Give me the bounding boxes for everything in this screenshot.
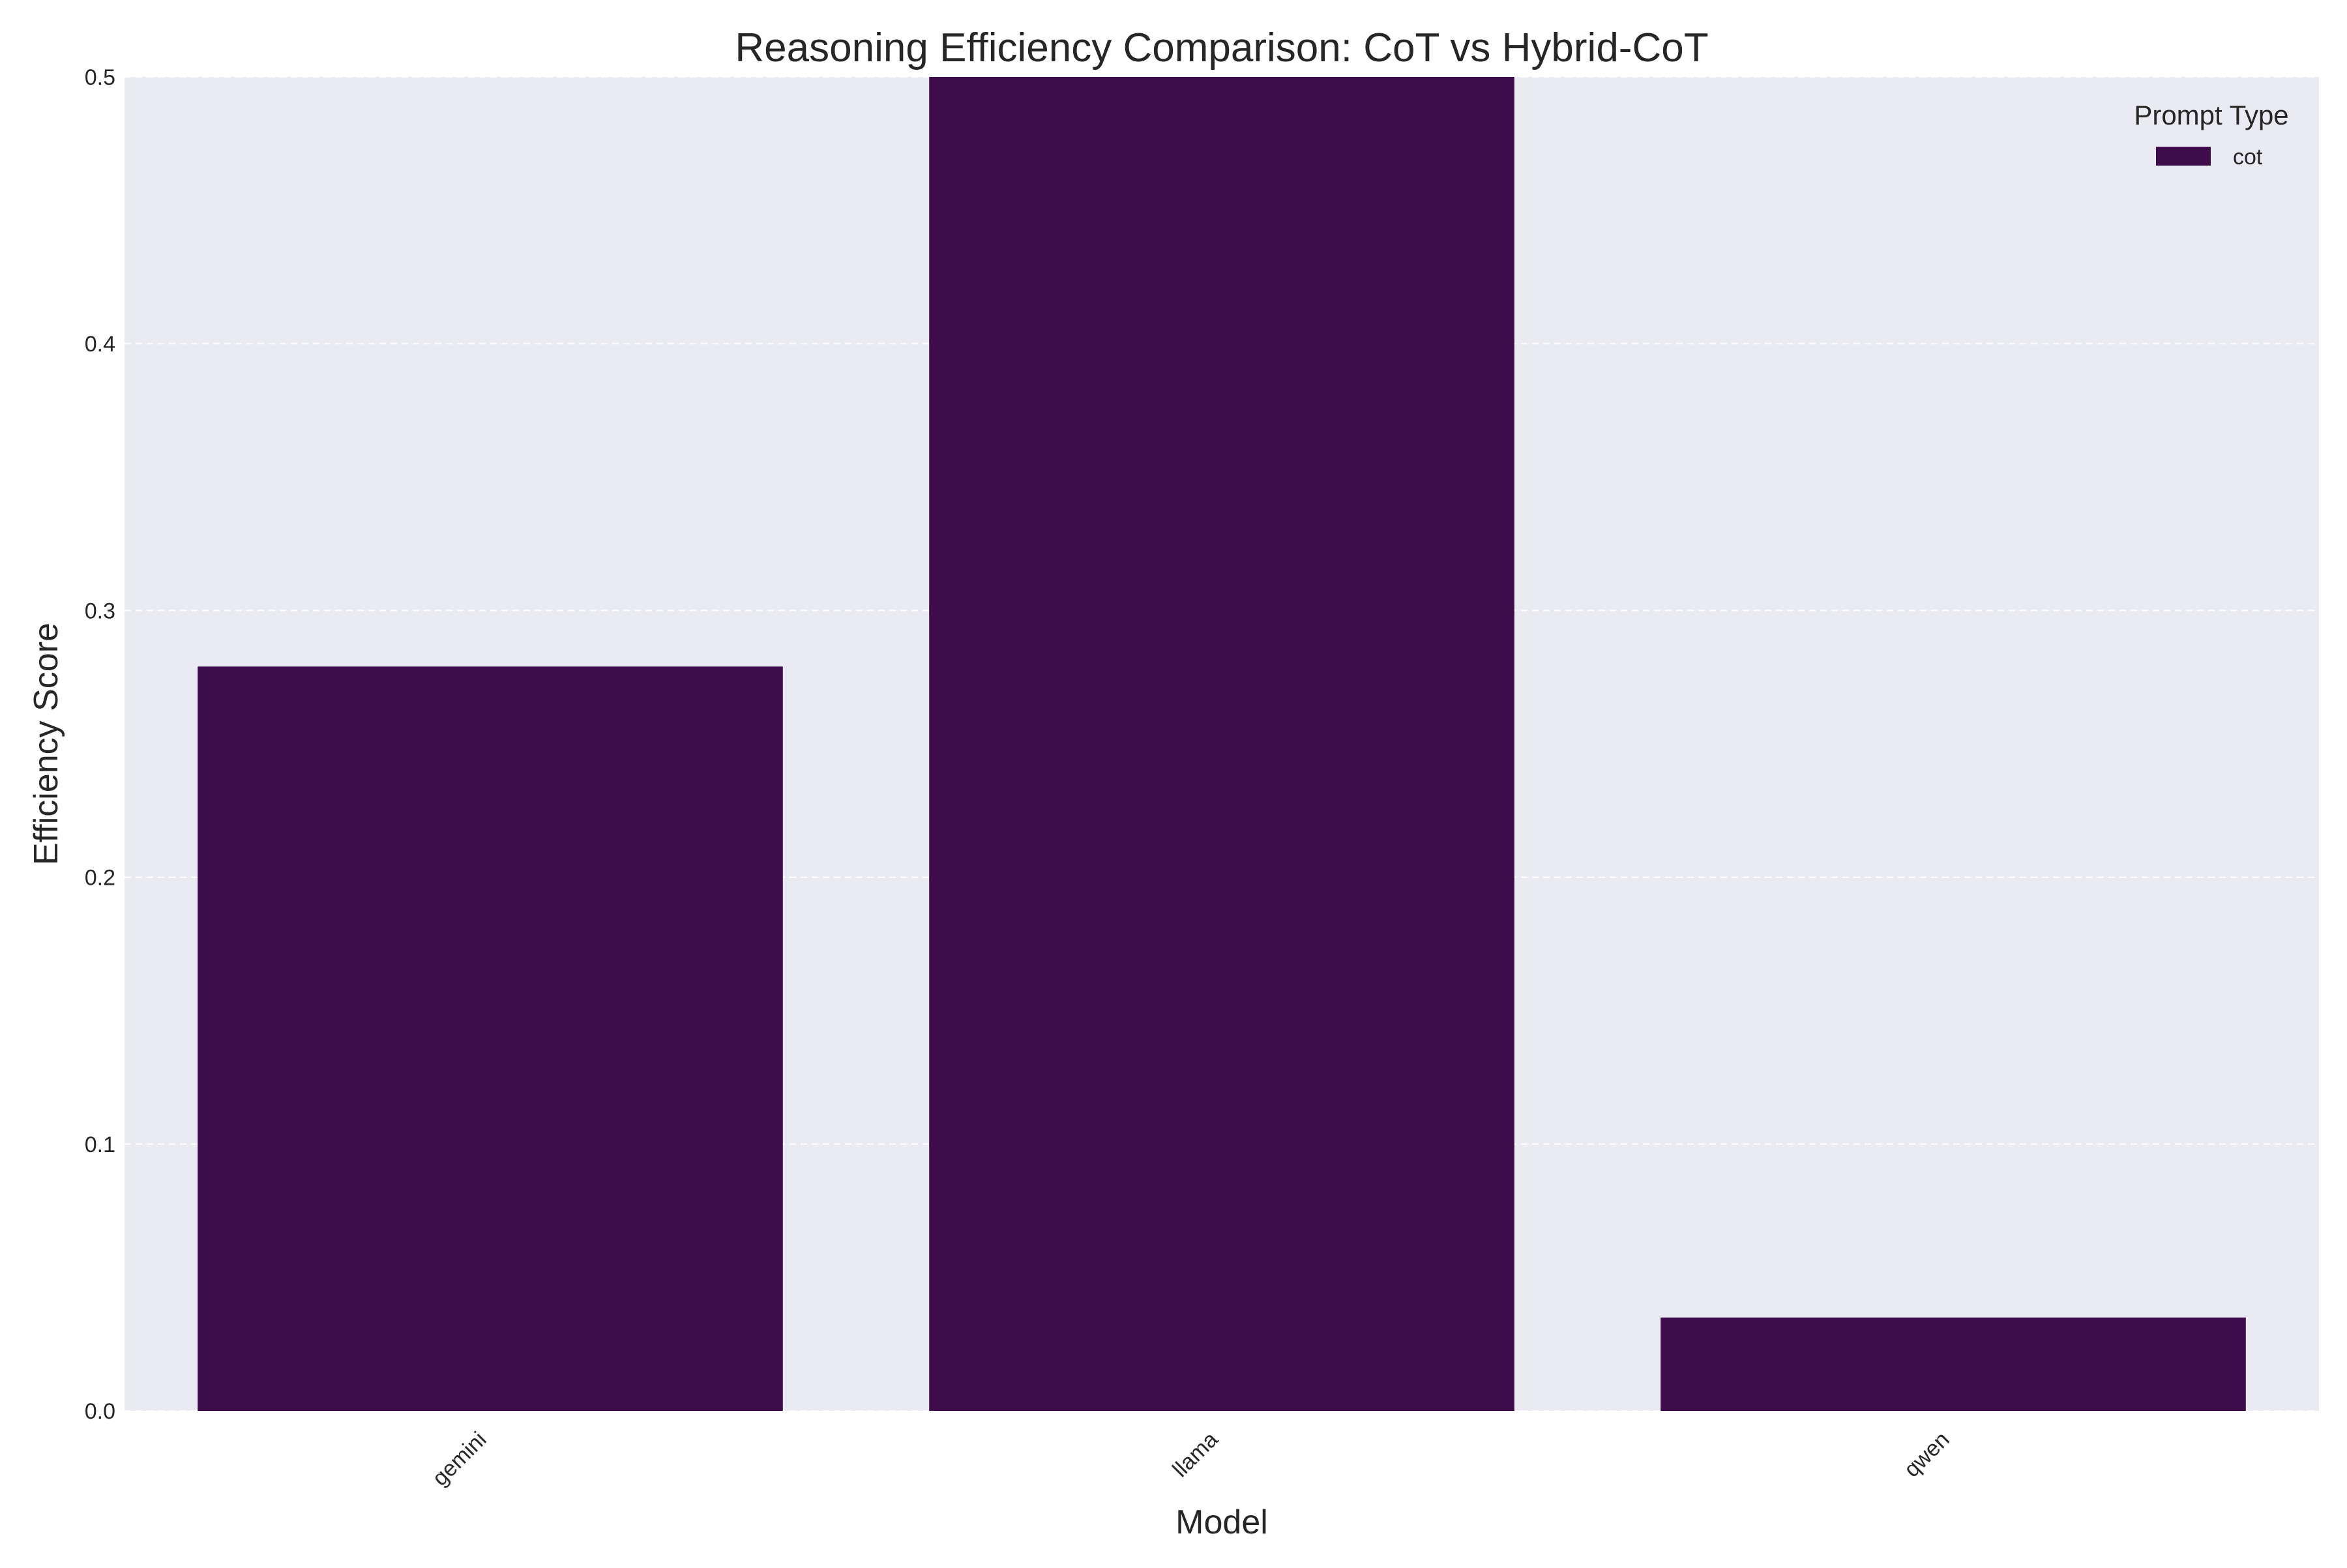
legend-items: cot (2156, 145, 2263, 170)
bar-llama (929, 77, 1514, 1411)
bars (198, 77, 2246, 1411)
y-tick-label: 0.5 (85, 65, 115, 90)
x-axis-label: Model (1175, 1503, 1268, 1541)
x-tick-label: gemini (428, 1427, 492, 1491)
legend-label: cot (2233, 145, 2263, 170)
chart-title: Reasoning Efficiency Comparison: CoT vs … (735, 25, 1708, 70)
legend-title: Prompt Type (2134, 100, 2288, 130)
bar-gemini (198, 666, 783, 1411)
x-axis-ticks: gemini llama qwen (428, 1427, 1955, 1491)
legend-swatch (2156, 147, 2211, 166)
y-tick-label: 0.4 (85, 332, 115, 357)
bar-qwen (1661, 1317, 2246, 1411)
y-tick-label: 0.3 (85, 599, 115, 623)
y-tick-label: 0.1 (85, 1132, 115, 1157)
y-tick-label: 0.0 (85, 1399, 115, 1424)
y-tick-label: 0.2 (85, 866, 115, 891)
x-tick-label: llama (1168, 1427, 1222, 1482)
legend: Prompt Type cot (2134, 100, 2288, 170)
y-axis-ticks: 0.0 0.1 0.2 0.3 0.4 0.5 (85, 65, 115, 1424)
y-axis-label: Efficiency Score (27, 623, 65, 865)
x-tick-label: qwen (1899, 1427, 1954, 1482)
